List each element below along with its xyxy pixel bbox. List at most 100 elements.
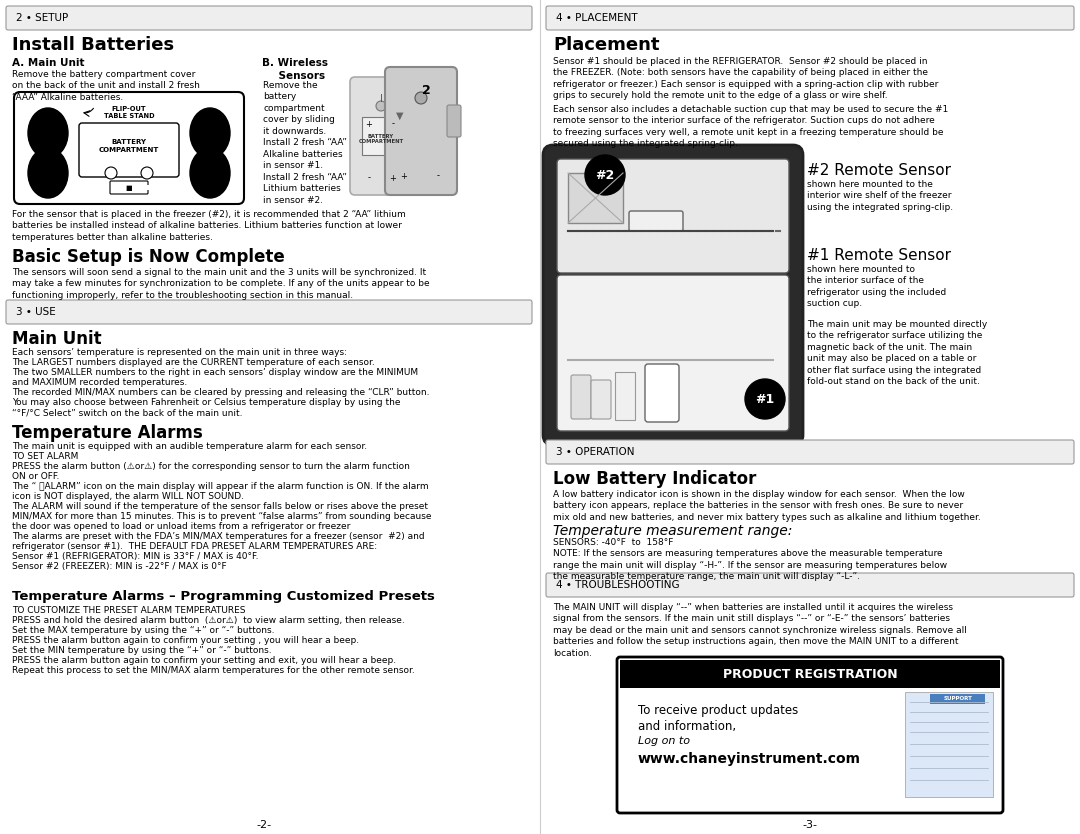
Text: ▼: ▼ bbox=[396, 111, 404, 121]
Text: shown here mounted to
the interior surface of the
refrigerator using the include: shown here mounted to the interior surfa… bbox=[807, 265, 946, 309]
Text: shown here mounted to the
interior wire shelf of the freezer
using the integrate: shown here mounted to the interior wire … bbox=[807, 180, 954, 212]
Text: Temperature Alarms – Programming Customized Presets: Temperature Alarms – Programming Customi… bbox=[12, 590, 435, 603]
FancyBboxPatch shape bbox=[571, 375, 591, 419]
Text: Each sensors’ temperature is represented on the main unit in three ways:: Each sensors’ temperature is represented… bbox=[12, 348, 347, 357]
Text: Log on to: Log on to bbox=[638, 736, 690, 746]
FancyBboxPatch shape bbox=[617, 657, 1003, 813]
FancyBboxPatch shape bbox=[629, 211, 683, 231]
Text: Each sensor also includes a detachable suction cup that may be used to secure th: Each sensor also includes a detachable s… bbox=[553, 105, 948, 148]
Text: TO SET ALARM: TO SET ALARM bbox=[12, 452, 79, 461]
Text: SENSORS: -40°F  to  158°F
NOTE: If the sensors are measuring temperatures above : SENSORS: -40°F to 158°F NOTE: If the sen… bbox=[553, 538, 947, 581]
Ellipse shape bbox=[190, 108, 230, 158]
Text: Basic Setup is Now Complete: Basic Setup is Now Complete bbox=[12, 248, 285, 266]
Text: PRESS and hold the desired alarm button  (⚠or⚠)  to view alarm setting, then rel: PRESS and hold the desired alarm button … bbox=[12, 616, 405, 625]
FancyBboxPatch shape bbox=[568, 173, 623, 223]
Text: +: + bbox=[390, 173, 396, 183]
Text: The ALARM will sound if the temperature of the sensor falls below or rises above: The ALARM will sound if the temperature … bbox=[12, 502, 428, 511]
Text: Placement: Placement bbox=[553, 36, 660, 54]
Text: Sensor #1 (REFRIGERATOR): MIN is 33°F / MAX is 40°F.: Sensor #1 (REFRIGERATOR): MIN is 33°F / … bbox=[12, 552, 258, 561]
FancyBboxPatch shape bbox=[110, 181, 148, 194]
Circle shape bbox=[415, 92, 427, 104]
Text: 4 • TROUBLESHOOTING: 4 • TROUBLESHOOTING bbox=[556, 580, 679, 590]
Text: 4 • PLACEMENT: 4 • PLACEMENT bbox=[556, 13, 637, 23]
Text: B. Wireless
    Sensors: B. Wireless Sensors bbox=[262, 58, 328, 81]
FancyBboxPatch shape bbox=[546, 6, 1074, 30]
FancyBboxPatch shape bbox=[79, 123, 179, 177]
Text: +: + bbox=[401, 172, 407, 180]
Text: The main unit is equipped with an audible temperature alarm for each sensor.: The main unit is equipped with an audibl… bbox=[12, 442, 367, 451]
Bar bbox=[905, 692, 993, 797]
FancyBboxPatch shape bbox=[557, 159, 789, 273]
FancyBboxPatch shape bbox=[350, 77, 411, 195]
Text: and information,: and information, bbox=[638, 720, 737, 733]
Text: 3 • USE: 3 • USE bbox=[16, 307, 56, 317]
Text: Remove the
battery
compartment
cover by sliding
it downwards.
Install 2 fresh “A: Remove the battery compartment cover by … bbox=[264, 81, 347, 204]
Text: Set the MAX temperature by using the “+” or “-” buttons.: Set the MAX temperature by using the “+”… bbox=[12, 626, 274, 635]
Text: -: - bbox=[391, 119, 394, 128]
FancyBboxPatch shape bbox=[546, 440, 1074, 464]
Text: ON or OFF.: ON or OFF. bbox=[12, 472, 59, 481]
Bar bbox=[930, 694, 985, 704]
Circle shape bbox=[105, 167, 117, 179]
Bar bbox=[147, 185, 151, 190]
Text: The two SMALLER numbers to the right in each sensors’ display window are the MIN: The two SMALLER numbers to the right in … bbox=[12, 368, 418, 377]
Text: To receive product updates: To receive product updates bbox=[638, 704, 798, 717]
Text: The “ ⒶALARM” icon on the main display will appear if the alarm function is ON. : The “ ⒶALARM” icon on the main display w… bbox=[12, 482, 429, 491]
Text: A. Main Unit: A. Main Unit bbox=[12, 58, 84, 68]
Ellipse shape bbox=[28, 148, 68, 198]
FancyBboxPatch shape bbox=[615, 372, 635, 420]
Text: #1 Remote Sensor: #1 Remote Sensor bbox=[807, 248, 951, 263]
Text: “°F/°C Select” switch on the back of the main unit.: “°F/°C Select” switch on the back of the… bbox=[12, 408, 243, 417]
Text: icon is NOT displayed, the alarm WILL NOT SOUND.: icon is NOT displayed, the alarm WILL NO… bbox=[12, 492, 244, 501]
Text: Set the MIN temperature by using the “+” or “-” buttons.: Set the MIN temperature by using the “+”… bbox=[12, 646, 272, 655]
Circle shape bbox=[376, 101, 386, 111]
Bar bbox=[362, 117, 400, 155]
Text: PRODUCT REGISTRATION: PRODUCT REGISTRATION bbox=[723, 667, 897, 681]
FancyBboxPatch shape bbox=[6, 300, 532, 324]
Text: TO CUSTOMIZE THE PRESET ALARM TEMPERATURES: TO CUSTOMIZE THE PRESET ALARM TEMPERATUR… bbox=[12, 606, 245, 615]
FancyBboxPatch shape bbox=[645, 364, 679, 422]
FancyBboxPatch shape bbox=[546, 573, 1074, 597]
Text: #2: #2 bbox=[595, 168, 615, 182]
Text: the door was opened to load or unload items from a refrigerator or freezer: the door was opened to load or unload it… bbox=[12, 522, 350, 531]
Text: BATTERY
COMPARTMENT: BATTERY COMPARTMENT bbox=[98, 139, 159, 153]
Text: Install Batteries: Install Batteries bbox=[12, 36, 174, 54]
Text: Temperature measurement range:: Temperature measurement range: bbox=[553, 524, 793, 538]
Text: SUPPORT: SUPPORT bbox=[944, 696, 972, 701]
Text: refrigerator (sensor #1).  THE DEFAULT FDA PRESET ALARM TEMPERATURES ARE:: refrigerator (sensor #1). THE DEFAULT FD… bbox=[12, 542, 377, 551]
Text: PRESS the alarm button again to confirm your setting , you will hear a beep.: PRESS the alarm button again to confirm … bbox=[12, 636, 360, 645]
FancyBboxPatch shape bbox=[384, 67, 457, 195]
FancyBboxPatch shape bbox=[6, 6, 532, 30]
Text: The alarms are preset with the FDA’s MIN/MAX temperatures for a freezer (sensor : The alarms are preset with the FDA’s MIN… bbox=[12, 532, 424, 541]
Text: The main unit may be mounted directly
to the refrigerator surface utilizing the
: The main unit may be mounted directly to… bbox=[807, 320, 987, 386]
Text: The MAIN UNIT will display “--” when batteries are installed until it acquires t: The MAIN UNIT will display “--” when bat… bbox=[553, 603, 967, 658]
Circle shape bbox=[745, 379, 785, 419]
Text: PRESS the alarm button (⚠or⚠) for the corresponding sensor to turn the alarm fun: PRESS the alarm button (⚠or⚠) for the co… bbox=[12, 462, 410, 471]
Text: -3-: -3- bbox=[802, 820, 818, 830]
Text: PRESS the alarm button again to confirm your setting and exit, you will hear a b: PRESS the alarm button again to confirm … bbox=[12, 656, 396, 665]
Circle shape bbox=[141, 167, 153, 179]
Text: +: + bbox=[365, 119, 373, 128]
Text: The LARGEST numbers displayed are the CURRENT temperature of each sensor.: The LARGEST numbers displayed are the CU… bbox=[12, 358, 375, 367]
Text: Main Unit: Main Unit bbox=[12, 330, 102, 348]
Text: and MAXIMUM recorded temperatures.: and MAXIMUM recorded temperatures. bbox=[12, 378, 187, 387]
Ellipse shape bbox=[190, 148, 230, 198]
Text: ■: ■ bbox=[125, 185, 133, 191]
FancyBboxPatch shape bbox=[591, 380, 611, 419]
Text: A low battery indicator icon is shown in the display window for each sensor.  Wh: A low battery indicator icon is shown in… bbox=[553, 490, 981, 522]
Text: Temperature Alarms: Temperature Alarms bbox=[12, 424, 203, 442]
Text: FLIP-OUT
TABLE STAND: FLIP-OUT TABLE STAND bbox=[104, 105, 154, 118]
Text: #1: #1 bbox=[755, 393, 774, 405]
Text: I: I bbox=[379, 94, 382, 104]
Text: www.chaneyinstrument.com: www.chaneyinstrument.com bbox=[638, 752, 861, 766]
Text: -: - bbox=[436, 172, 440, 180]
Text: -: - bbox=[367, 173, 370, 183]
Text: The recorded MIN/MAX numbers can be cleared by pressing and releasing the “CLR” : The recorded MIN/MAX numbers can be clea… bbox=[12, 388, 430, 397]
Text: 3 • OPERATION: 3 • OPERATION bbox=[556, 447, 635, 457]
Text: You may also choose between Fahrenheit or Celsius temperature display by using t: You may also choose between Fahrenheit o… bbox=[12, 398, 401, 407]
FancyBboxPatch shape bbox=[557, 275, 789, 431]
Bar bbox=[620, 660, 1000, 688]
Circle shape bbox=[585, 155, 625, 195]
Text: 2: 2 bbox=[421, 84, 430, 97]
FancyBboxPatch shape bbox=[447, 105, 461, 137]
